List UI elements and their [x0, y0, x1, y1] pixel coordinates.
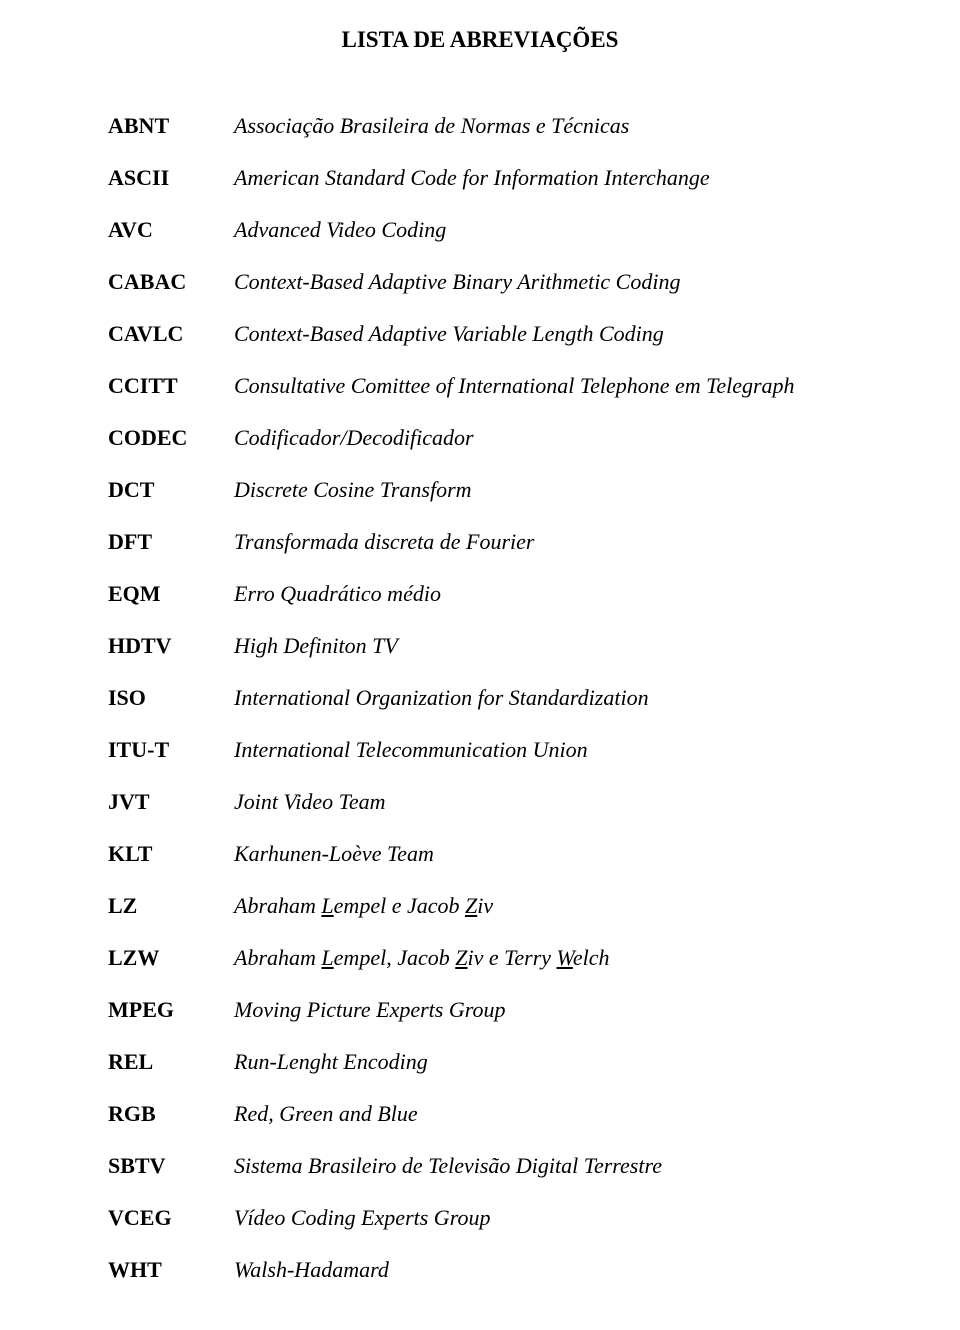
abbreviation-term: CAVLC [108, 323, 234, 345]
abbreviation-definition: Run-Lenght Encoding [234, 1051, 852, 1073]
abbreviation-term: LZ [108, 895, 234, 917]
abbreviation-term: CCITT [108, 375, 234, 397]
abbreviation-definition: American Standard Code for Information I… [234, 167, 852, 189]
abbreviation-definition: Context-Based Adaptive Variable Length C… [234, 323, 852, 345]
abbreviation-term: AVC [108, 219, 234, 241]
abbreviation-term: DCT [108, 479, 234, 501]
abbreviation-definition: Joint Video Team [234, 791, 852, 813]
abbreviation-definition: Discrete Cosine Transform [234, 479, 852, 501]
abbreviation-term: CODEC [108, 427, 234, 449]
abbreviation-term: JVT [108, 791, 234, 813]
abbreviation-definition: Sistema Brasileiro de Televisão Digital … [234, 1155, 852, 1177]
abbreviation-term: RGB [108, 1103, 234, 1125]
abbreviation-definition: High Definiton TV [234, 635, 852, 657]
abbreviation-term: MPEG [108, 999, 234, 1021]
abbreviation-definition: Associação Brasileira de Normas e Técnic… [234, 115, 852, 137]
abbreviation-term: CABAC [108, 271, 234, 293]
abbreviation-definition: Walsh-Hadamard [234, 1259, 852, 1281]
abbreviation-definition: Context-Based Adaptive Binary Arithmetic… [234, 271, 852, 293]
abbreviation-term: EQM [108, 583, 234, 605]
abbreviation-definition: International Organization for Standardi… [234, 687, 852, 709]
abbreviation-definition: International Telecommunication Union [234, 739, 852, 761]
abbreviation-definition: Red, Green and Blue [234, 1103, 852, 1125]
abbreviation-term: LZW [108, 947, 234, 969]
abbreviation-term: REL [108, 1051, 234, 1073]
abbreviation-term: WHT [108, 1259, 234, 1281]
abbreviation-term: DFT [108, 531, 234, 553]
abbreviation-definition: Transformada discreta de Fourier [234, 531, 852, 553]
abbreviation-term: SBTV [108, 1155, 234, 1177]
abbreviation-definition: Erro Quadrático médio [234, 583, 852, 605]
abbreviation-list: ABNTAssociação Brasileira de Normas e Té… [108, 115, 852, 1281]
abbreviation-term: HDTV [108, 635, 234, 657]
page-title: LISTA DE ABREVIAÇÕES [108, 28, 852, 51]
abbreviation-definition: Moving Picture Experts Group [234, 999, 852, 1021]
abbreviation-term: ISO [108, 687, 234, 709]
document-page: LISTA DE ABREVIAÇÕES ABNTAssociação Bras… [0, 0, 960, 1330]
abbreviation-term: ITU-T [108, 739, 234, 761]
abbreviation-term: ASCII [108, 167, 234, 189]
abbreviation-definition: Abraham Lempel e Jacob Ziv [234, 895, 852, 917]
abbreviation-term: ABNT [108, 115, 234, 137]
abbreviation-definition: Vídeo Coding Experts Group [234, 1207, 852, 1229]
abbreviation-definition: Codificador/Decodificador [234, 427, 852, 449]
abbreviation-term: VCEG [108, 1207, 234, 1229]
abbreviation-definition: Abraham Lempel, Jacob Ziv e Terry Welch [234, 947, 852, 969]
abbreviation-term: KLT [108, 843, 234, 865]
abbreviation-definition: Advanced Video Coding [234, 219, 852, 241]
abbreviation-definition: Karhunen-Loève Team [234, 843, 852, 865]
abbreviation-definition: Consultative Comittee of International T… [234, 375, 852, 397]
